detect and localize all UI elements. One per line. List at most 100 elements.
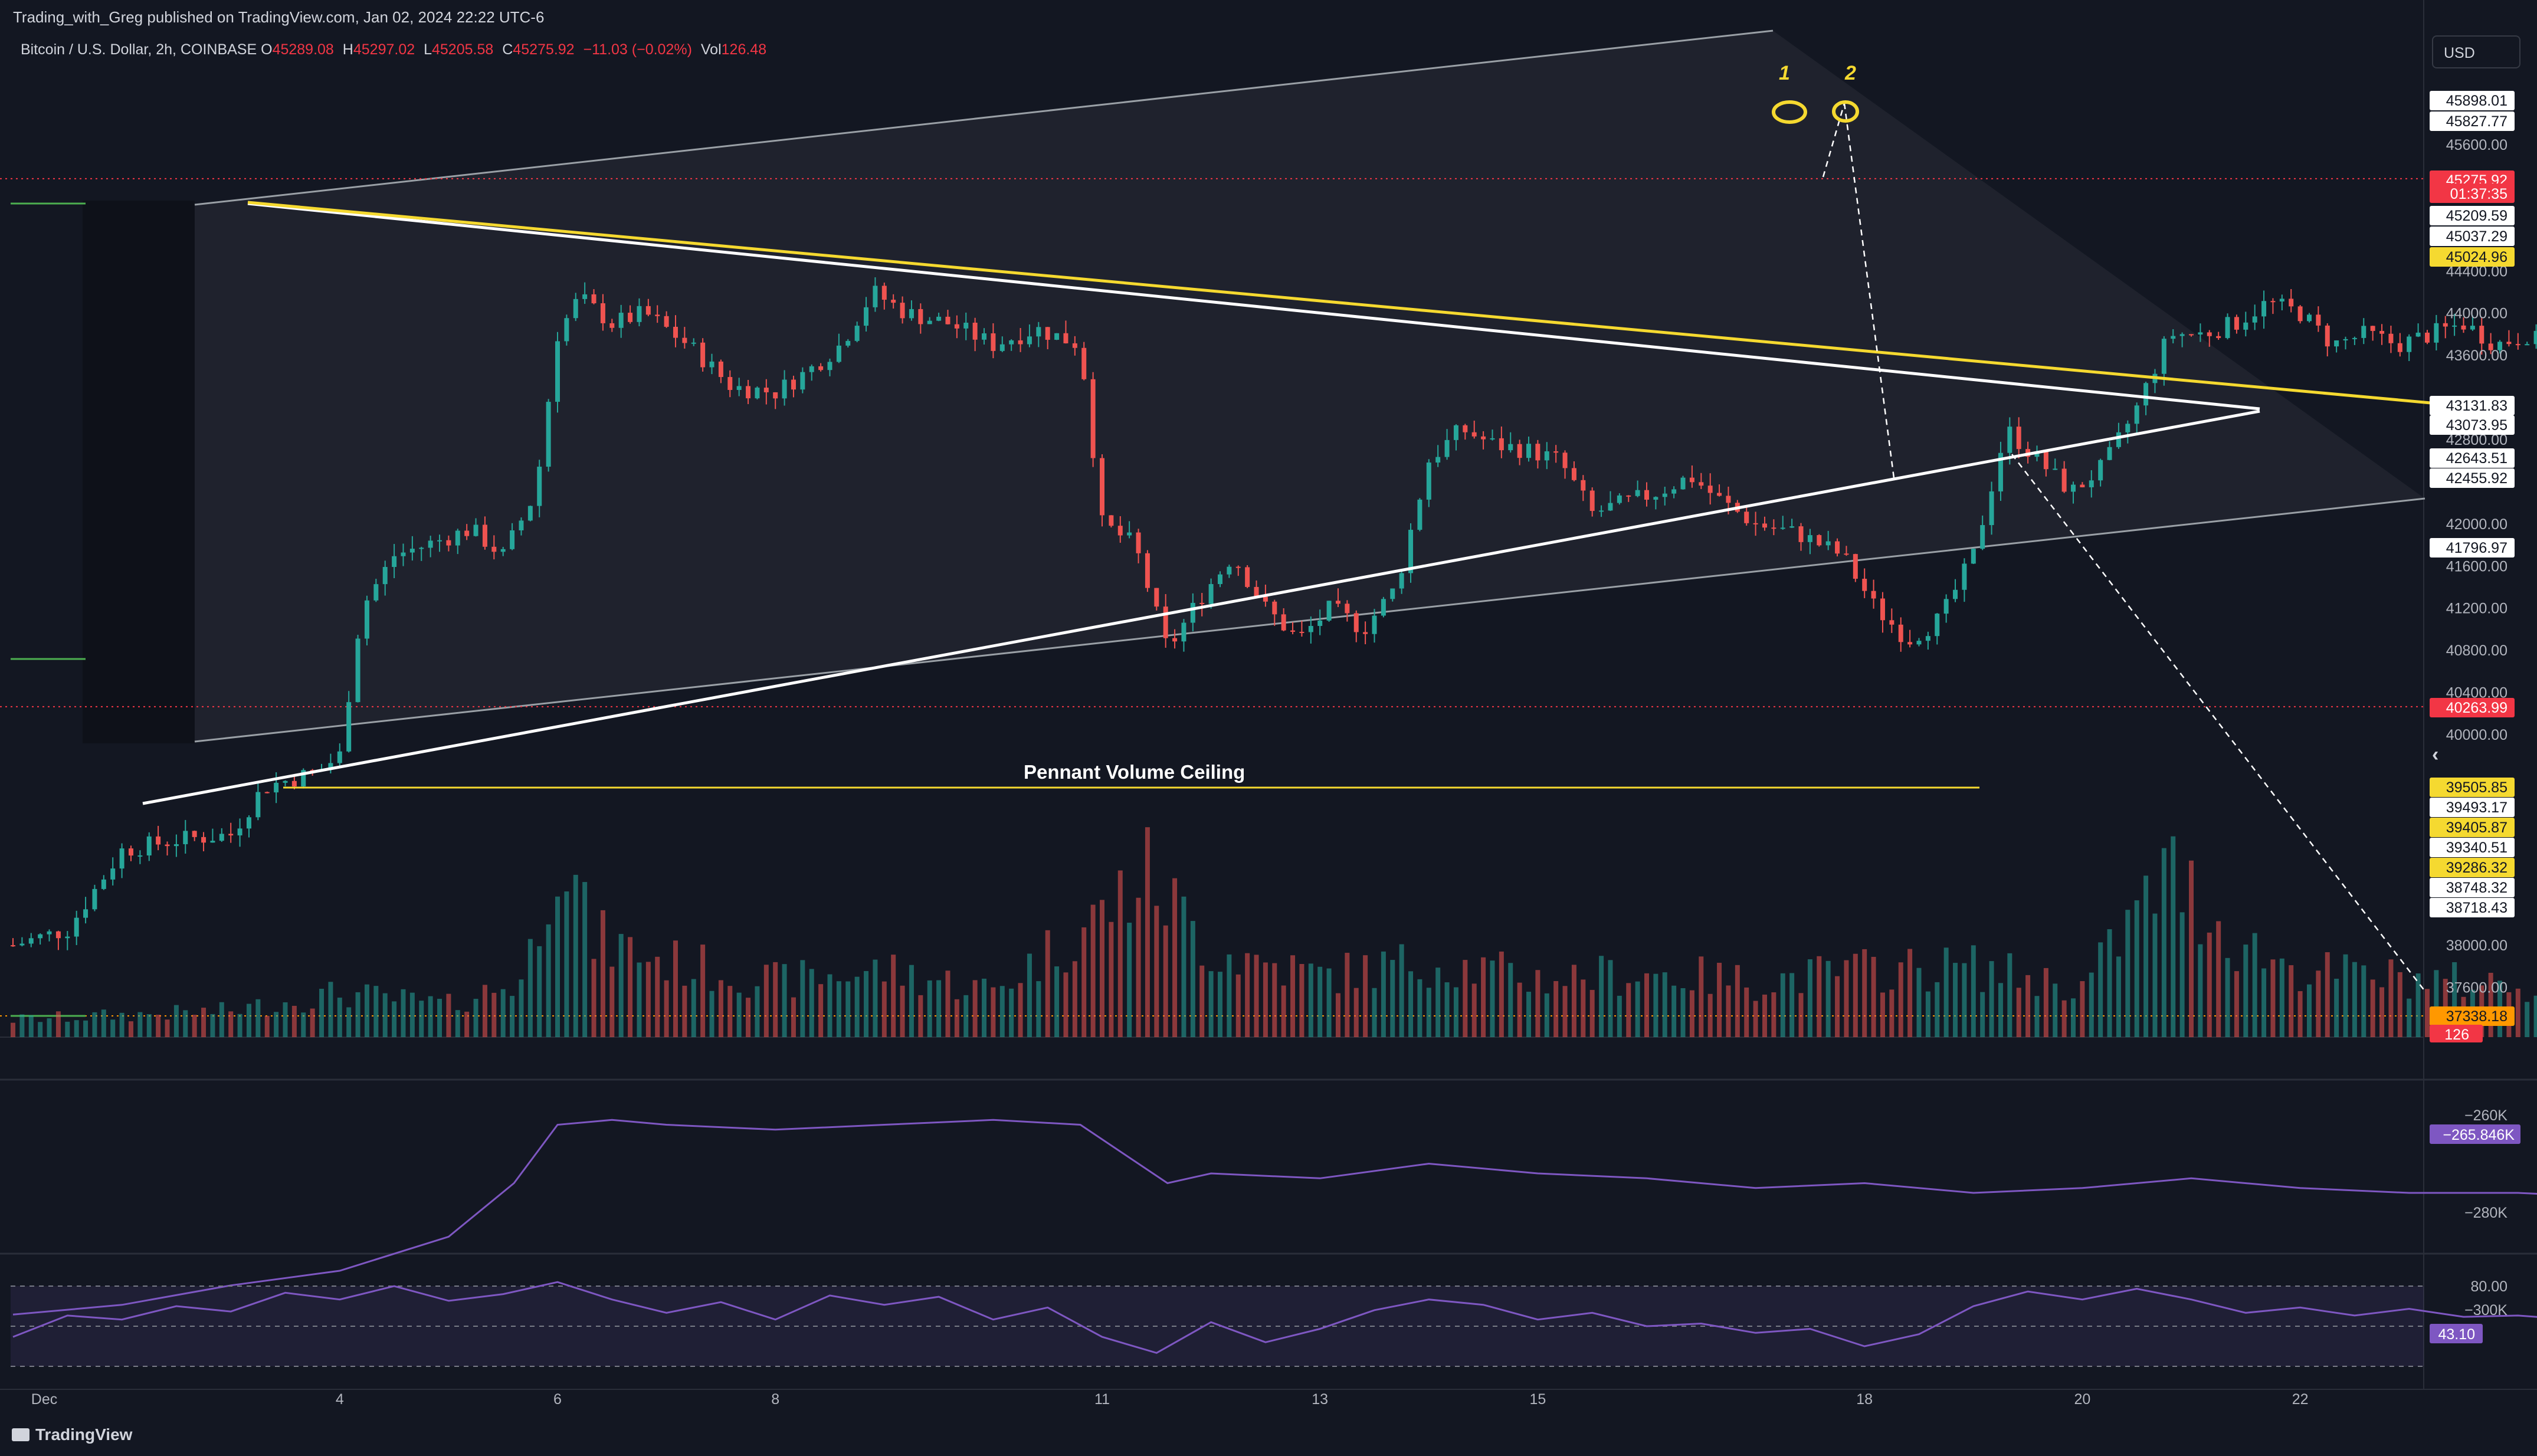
time-tick-label: 8 [771, 1391, 779, 1408]
candle-body [1707, 486, 1713, 493]
volume-bar [2252, 933, 2257, 1037]
volume-bar [1925, 991, 1930, 1037]
candle-body [1481, 436, 1486, 440]
currency-button[interactable]: USD [2432, 35, 2520, 68]
candle-body [2352, 337, 2357, 339]
volume-bar [1100, 900, 1104, 1037]
candle-body [283, 781, 288, 783]
open-label: O [261, 41, 273, 58]
volume-bar [873, 959, 878, 1037]
volume-bar [382, 993, 388, 1037]
candle-body [1490, 438, 1495, 440]
volume-bar [537, 946, 542, 1037]
candle-body [1036, 327, 1041, 337]
candle-body [1844, 553, 1849, 555]
volume-bar [1426, 988, 1431, 1037]
volume-bar [1453, 987, 1458, 1037]
candle-body [609, 323, 615, 328]
volume-bar [310, 1008, 315, 1037]
price-label-box [2430, 838, 2515, 857]
volume-bar [1490, 960, 1495, 1037]
volume-bar [2089, 972, 2094, 1037]
candle-body [2497, 342, 2503, 350]
candle-body [2161, 339, 2166, 374]
candle-body [2171, 336, 2176, 339]
volume-bar [1272, 963, 1277, 1037]
volume-bar [1281, 985, 1286, 1037]
volume-bar [773, 962, 778, 1037]
annotation-mark-2: 2 [1845, 62, 1856, 84]
pattern-shading [195, 31, 2425, 742]
volume-bar [1562, 986, 1568, 1037]
candle-body [1308, 626, 1313, 632]
symbol-name[interactable]: Bitcoin / U.S. Dollar, 2h, COINBASE [21, 41, 257, 58]
tradingview-logo[interactable]: TradingView [12, 1425, 132, 1444]
volume-bar [881, 981, 887, 1037]
volume-bar [845, 981, 851, 1037]
candle-body [900, 303, 905, 319]
volume-bar [2352, 962, 2357, 1037]
price-label-text: 41796.97 [2446, 540, 2508, 556]
obv-value-text: −265.846K [2443, 1127, 2515, 1143]
volume-bar [864, 970, 869, 1037]
candle-body [246, 817, 251, 829]
candle-body [854, 326, 860, 341]
volume-bar [1780, 973, 1785, 1037]
price-label-text: 43073.95 [2446, 417, 2508, 434]
price-label-box [2430, 1006, 2515, 1026]
candle-body [1054, 333, 1060, 340]
candle-body [1063, 333, 1068, 343]
candle-body [763, 388, 769, 392]
price-label-text: 39286.32 [2446, 860, 2508, 876]
volume-bar [1299, 963, 1304, 1037]
volume-bar [2152, 913, 2158, 1037]
candle-body [2071, 484, 2076, 492]
candle-body [1381, 599, 1386, 616]
projection-dashed-rise [1822, 103, 1846, 178]
volume-bar [128, 1021, 133, 1037]
candle-body [1109, 515, 1114, 526]
volume-bar [1835, 976, 1840, 1037]
candle-body [1635, 490, 1640, 496]
volume-bar [2179, 912, 2185, 1037]
candle-body [1989, 491, 1994, 526]
candle-body [945, 316, 950, 324]
volume-bar [1671, 985, 1677, 1037]
candle-body [355, 638, 360, 703]
candle-body [2316, 314, 2321, 326]
candle-body [446, 540, 451, 546]
volume-bar [836, 981, 841, 1037]
candle-body [2089, 480, 2094, 487]
volume-bar [500, 989, 506, 1037]
candle-body [1345, 604, 1350, 614]
volume-bar [791, 997, 796, 1037]
price-tick-label: 45600.00 [2446, 137, 2508, 153]
candle-body [1263, 596, 1268, 602]
annotation-mark-1: 1 [1779, 62, 1790, 84]
candle-body [11, 945, 15, 947]
volume-bar [2533, 995, 2537, 1037]
candle-body [1980, 525, 1985, 549]
volume-bar [709, 991, 714, 1037]
volume-bar [283, 1002, 288, 1037]
candle-body [237, 828, 242, 836]
volume-bar [2243, 945, 2248, 1037]
volume-label-text: 126 [2444, 1027, 2469, 1043]
candle-body [1943, 599, 1949, 614]
candle-body [1935, 614, 1940, 637]
volume-bar [1399, 944, 1404, 1037]
candle-body [1898, 624, 1903, 642]
candle-body [954, 324, 959, 329]
volume-bar [1844, 960, 1849, 1037]
volume-label-box [2430, 1025, 2483, 1042]
rsi-value-box [2430, 1324, 2483, 1343]
candle-body [373, 584, 379, 601]
volume-bar [1717, 962, 1722, 1037]
volume-value: 126.48 [721, 41, 767, 58]
volume-bar [1408, 971, 1414, 1037]
volume-bar [1871, 956, 1876, 1037]
price-tick-label: 44000.00 [2446, 306, 2508, 322]
candle-body [2098, 460, 2103, 481]
candle-body [628, 313, 633, 322]
